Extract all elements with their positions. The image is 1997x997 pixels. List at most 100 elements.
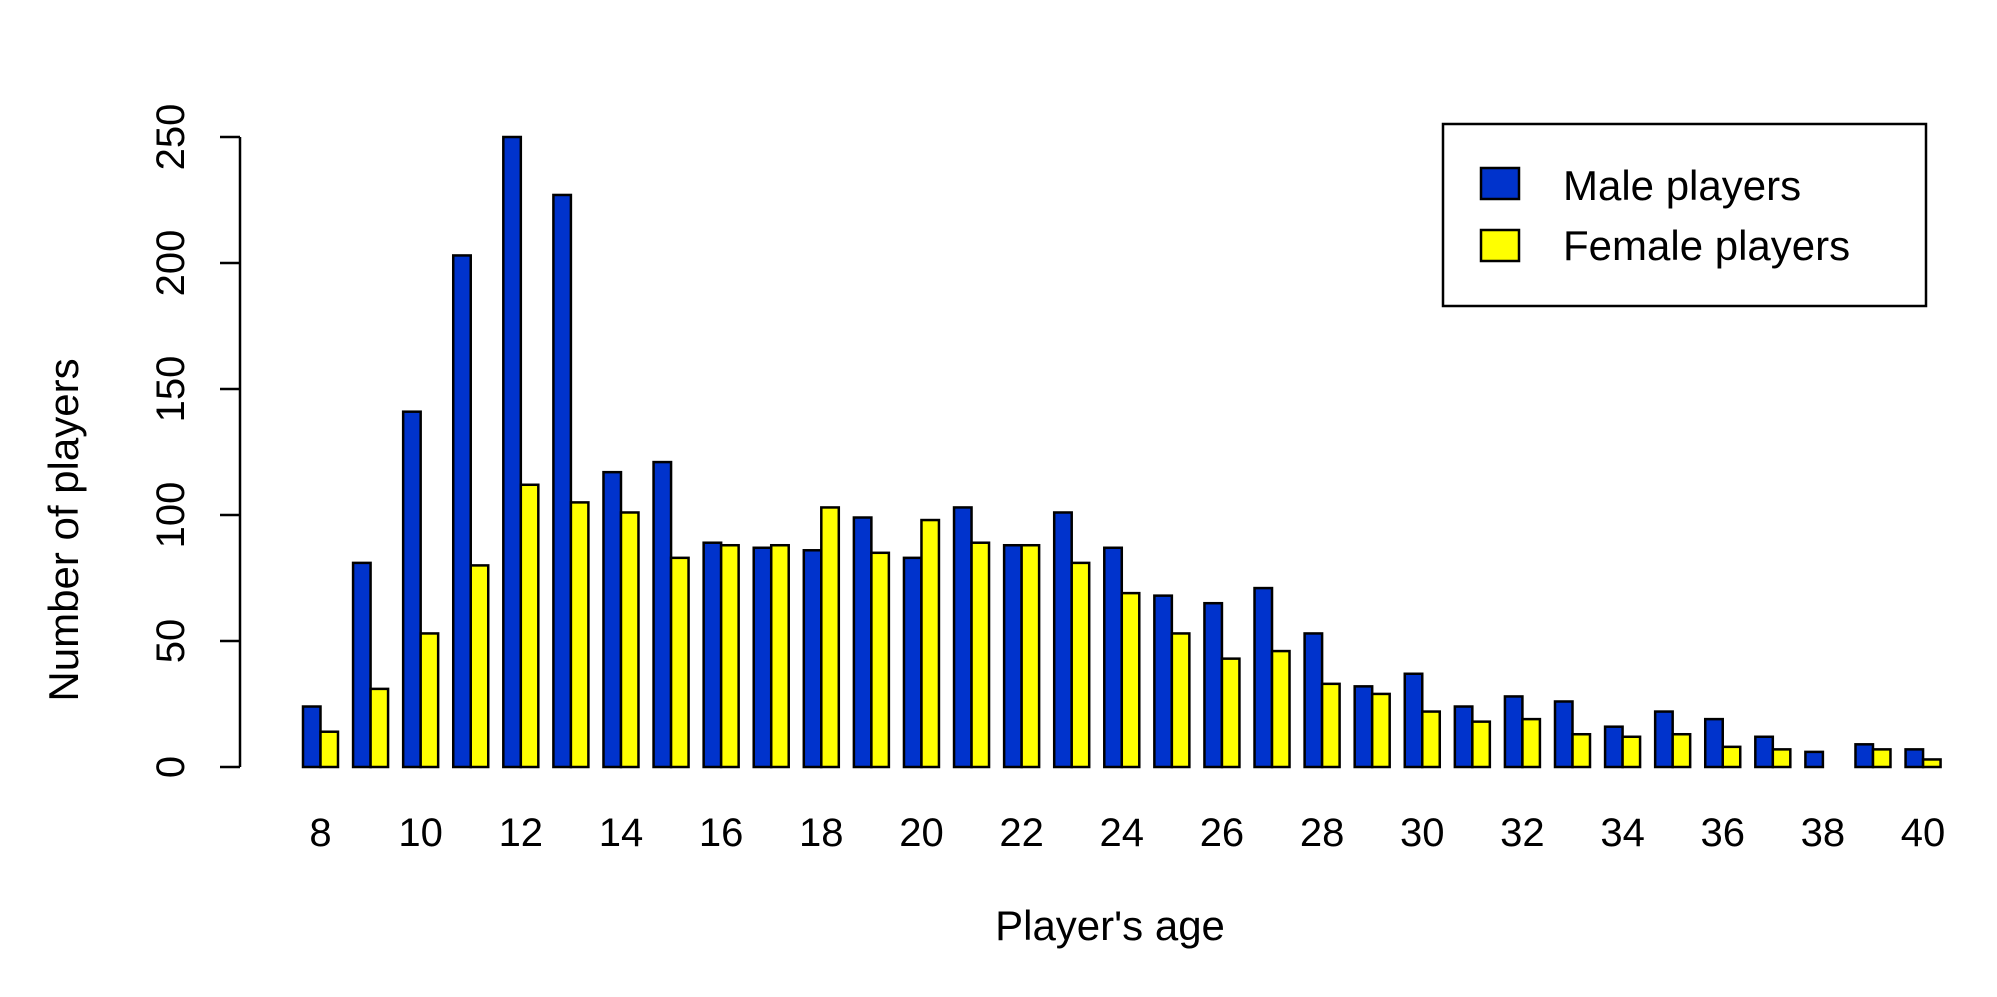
x-tick-label: 20: [899, 811, 944, 855]
x-tick-label: 36: [1700, 811, 1745, 855]
bar-male-age-29: [1353, 685, 1374, 769]
y-tick-label: 200: [149, 230, 193, 297]
bar-male-age-14: [602, 470, 623, 769]
x-tick-label: 8: [309, 811, 331, 855]
legend-label-male: Male players: [1563, 162, 1801, 209]
bar-male-age-32: [1503, 695, 1524, 769]
legend-label-female: Female players: [1563, 222, 1850, 269]
bar-female-age-16: [719, 543, 740, 769]
bar-female-age-12: [519, 483, 540, 769]
legend: Male players Female players: [1441, 122, 1928, 308]
x-tick-label: 34: [1600, 811, 1645, 855]
bar-male-age-12: [502, 135, 523, 769]
bar-female-age-24: [1120, 591, 1141, 769]
bar-male-age-15: [652, 460, 673, 769]
legend-swatch-female: [1479, 228, 1521, 263]
bar-male-age-17: [752, 546, 773, 769]
x-tick-label: 22: [999, 811, 1044, 855]
bar-female-age-30: [1421, 710, 1442, 769]
bar-male-age-27: [1253, 586, 1274, 769]
bar-male-age-34: [1603, 725, 1624, 769]
bar-female-age-28: [1320, 682, 1341, 769]
x-tick-label: 28: [1300, 811, 1345, 855]
bar-male-age-38: [1804, 750, 1825, 769]
x-axis: 8 10 12 14 16 18 20 22 24 26 28 30 32 34 36 38 40: [309, 811, 1945, 855]
bar-male-age-25: [1153, 594, 1174, 769]
y-tick-label: 100: [149, 482, 193, 549]
bar-male-age-28: [1303, 632, 1324, 769]
bar-male-age-10: [401, 410, 422, 769]
bar-female-age-25: [1170, 632, 1191, 769]
x-tick-label: 38: [1801, 811, 1846, 855]
bar-female-age-9: [369, 687, 390, 769]
bar-female-age-29: [1370, 692, 1391, 769]
bar-female-age-19: [870, 551, 891, 769]
bar-male-age-20: [902, 556, 923, 769]
x-tick-label: 16: [699, 811, 744, 855]
bar-female-age-37: [1771, 748, 1792, 769]
bar-male-age-35: [1653, 710, 1674, 769]
bar-male-age-19: [852, 516, 873, 769]
legend-frame: [1441, 122, 1928, 308]
bar-male-age-24: [1103, 546, 1124, 769]
bar-female-age-34: [1621, 735, 1642, 769]
bar-female-age-39: [1871, 748, 1892, 769]
bar-female-age-22: [1020, 543, 1041, 769]
bar-female-age-40: [1921, 758, 1942, 769]
x-tick-label: 24: [1100, 811, 1145, 855]
bar-female-age-8: [319, 730, 340, 769]
bar-female-age-17: [769, 543, 790, 769]
bar-male-age-33: [1553, 700, 1574, 769]
bar-female-age-31: [1471, 720, 1492, 769]
bar-female-age-35: [1671, 732, 1692, 769]
bar-female-age-20: [920, 518, 941, 769]
bar-male-age-30: [1403, 672, 1424, 769]
bar-male-age-23: [1052, 511, 1073, 769]
x-tick-label: 32: [1500, 811, 1545, 855]
bar-male-age-18: [802, 549, 823, 769]
x-tick-label: 26: [1200, 811, 1245, 855]
bar-male-age-11: [451, 254, 472, 769]
bar-male-age-21: [952, 506, 973, 769]
y-axis-title: Number of players: [40, 358, 87, 701]
x-tick-label: 30: [1400, 811, 1445, 855]
bar-male-age-8: [301, 705, 322, 769]
bar-female-age-33: [1571, 732, 1592, 769]
bar-female-age-36: [1721, 745, 1742, 769]
y-tick-label: 0: [149, 756, 193, 778]
legend-swatch-male: [1479, 166, 1521, 201]
bar-female-age-18: [820, 506, 841, 769]
bar-female-age-21: [970, 541, 991, 769]
bar-female-age-26: [1220, 657, 1241, 769]
bar-female-age-15: [669, 556, 690, 769]
bar-female-age-11: [469, 564, 490, 769]
bar-male-age-40: [1904, 748, 1925, 769]
y-tick-label: 250: [149, 104, 193, 171]
y-axis: 0 50 100 150 200 250: [149, 104, 242, 778]
bar-female-age-27: [1270, 649, 1291, 769]
bar-male-age-16: [702, 541, 723, 769]
bar-female-age-10: [419, 632, 440, 769]
x-axis-title: Player's age: [995, 902, 1225, 949]
bar-male-age-9: [351, 561, 372, 769]
bar-female-age-23: [1070, 561, 1091, 769]
x-tick-label: 14: [599, 811, 644, 855]
bar-male-age-31: [1453, 705, 1474, 769]
bar-female-age-14: [619, 511, 640, 769]
bars-group: [301, 135, 1942, 769]
bar-female-age-32: [1521, 717, 1542, 769]
x-tick-label: 40: [1901, 811, 1946, 855]
bar-male-age-26: [1203, 601, 1224, 769]
x-tick-label: 18: [799, 811, 844, 855]
y-tick-label: 50: [149, 619, 193, 664]
bar-female-age-13: [569, 501, 590, 769]
bar-male-age-37: [1754, 735, 1775, 769]
x-tick-label: 12: [499, 811, 544, 855]
bar-male-age-39: [1854, 743, 1875, 769]
y-tick-label: 150: [149, 356, 193, 423]
bar-male-age-22: [1002, 543, 1023, 769]
x-tick-label: 10: [398, 811, 443, 855]
bar-male-age-36: [1703, 717, 1724, 769]
